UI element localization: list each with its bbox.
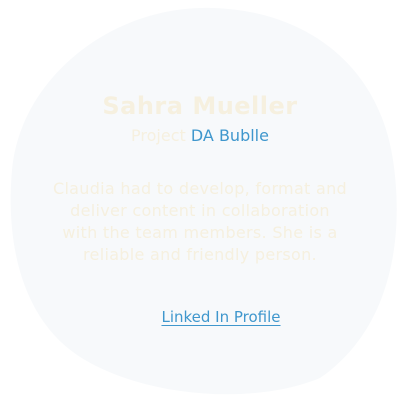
linkedin-profile-link[interactable]: Linked In Profile [0,307,400,327]
profile-name: Sahra Mueller [0,89,400,123]
profile-bio: Claudia had to develop, format and deliv… [50,178,350,266]
project-name-link[interactable]: DA Bublle [191,126,269,145]
project-line: Project DA Bublle [0,125,400,147]
project-prefix: Project [131,126,186,145]
